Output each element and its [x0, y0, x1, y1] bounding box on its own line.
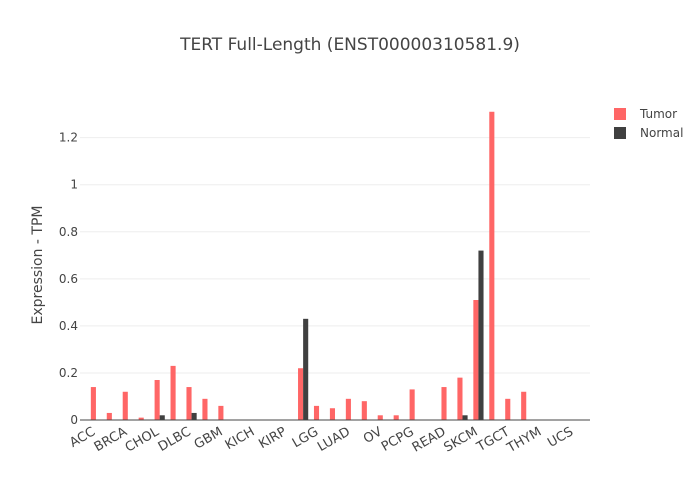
- bar-tumor[interactable]: [521, 391, 527, 420]
- bar-tumor[interactable]: [202, 398, 208, 420]
- y-tick-label: 1: [70, 178, 78, 192]
- y-axis-label: Expression - TPM: [30, 205, 46, 324]
- legend: Tumor Normal: [614, 107, 683, 140]
- x-tick-label: TGCT: [474, 424, 513, 455]
- bar-tumor[interactable]: [473, 300, 479, 420]
- x-tick-label: THYM: [504, 424, 544, 456]
- bar-normal[interactable]: [303, 318, 309, 420]
- y-tick-label: 0.8: [59, 225, 78, 239]
- x-tick-label: DLBC: [156, 424, 194, 455]
- bar-tumor[interactable]: [90, 387, 96, 420]
- y-tick-label: 1.2: [59, 131, 78, 145]
- x-tick-label: CHOL: [123, 424, 163, 456]
- bar-tumor[interactable]: [409, 389, 415, 420]
- bar-tumor[interactable]: [345, 398, 351, 420]
- bar-normal[interactable]: [159, 415, 165, 420]
- bar-tumor[interactable]: [393, 415, 399, 420]
- x-tick-label: PCPG: [379, 424, 417, 454]
- bar-tumor[interactable]: [186, 387, 192, 420]
- bars: [90, 111, 527, 420]
- bar-tumor[interactable]: [106, 412, 112, 420]
- chart-title: TERT Full-Length (ENST00000310581.9): [179, 35, 520, 55]
- x-tick-label: LUAD: [315, 424, 353, 454]
- bar-tumor[interactable]: [329, 408, 335, 420]
- legend-label[interactable]: Tumor: [639, 107, 677, 121]
- bar-tumor[interactable]: [377, 415, 383, 420]
- y-tick-label: 0.2: [59, 366, 78, 380]
- y-axis-ticks: 0 0.2 0.4 0.6 0.8 1 1.2: [59, 131, 78, 427]
- bar-tumor[interactable]: [441, 387, 447, 420]
- x-tick-label: UCS: [545, 424, 576, 450]
- bar-tumor[interactable]: [489, 111, 495, 420]
- bar-tumor[interactable]: [122, 391, 128, 420]
- gridlines: [80, 137, 590, 374]
- y-tick-label: 0.6: [59, 272, 78, 286]
- y-tick-label: 0.4: [59, 319, 78, 333]
- bar-tumor[interactable]: [457, 377, 463, 420]
- x-tick-label: READ: [410, 424, 449, 455]
- bar-tumor[interactable]: [218, 405, 224, 420]
- x-tick-label: SKCM: [441, 424, 480, 455]
- bar-tumor[interactable]: [505, 398, 511, 420]
- bar-normal[interactable]: [462, 415, 468, 420]
- x-tick-label: BRCA: [92, 424, 130, 455]
- x-tick-label: ACC: [67, 424, 98, 450]
- bar-normal[interactable]: [478, 250, 484, 420]
- x-tick-label: GBM: [192, 424, 226, 452]
- bar-tumor[interactable]: [298, 368, 304, 420]
- x-tick-label: KICH: [223, 424, 258, 453]
- bar-tumor[interactable]: [313, 405, 320, 420]
- legend-swatch[interactable]: [614, 108, 626, 120]
- legend-label[interactable]: Normal: [640, 126, 683, 140]
- x-tick-label: LGG: [290, 424, 321, 451]
- bar-normal[interactable]: [191, 412, 197, 420]
- x-tick-label: KIRP: [256, 424, 289, 452]
- bar-tumor[interactable]: [154, 380, 160, 420]
- bar-tumor[interactable]: [361, 401, 367, 420]
- bar-tumor[interactable]: [170, 365, 176, 420]
- y-tick-label: 0: [70, 413, 78, 427]
- bar-tumor[interactable]: [138, 417, 144, 420]
- legend-swatch[interactable]: [614, 127, 626, 139]
